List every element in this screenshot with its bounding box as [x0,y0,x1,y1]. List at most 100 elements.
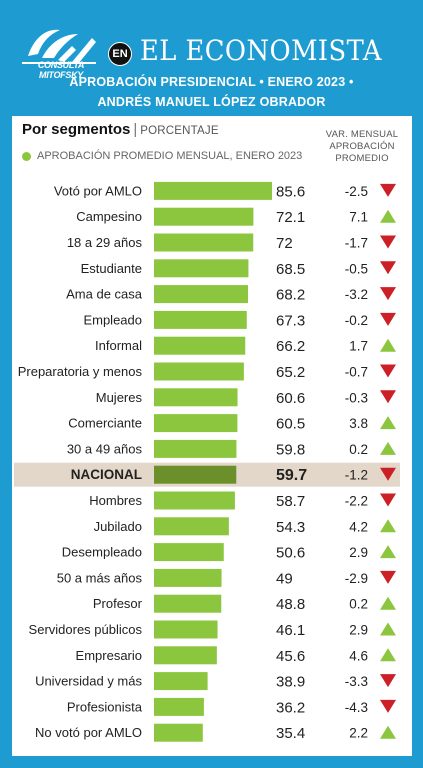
title-separator: | [133,121,138,138]
var-label: -2.5 [345,184,368,199]
category-label: Estudiante [81,261,142,276]
value-label: 54.3 [276,519,305,536]
triangle-up-icon [380,622,396,636]
category-label: Preparatoria y menos [18,364,143,379]
var-header-line-2: APROBACIÓN [329,141,395,152]
bar [154,414,238,433]
bar [154,672,208,691]
category-label: Campesino [76,209,142,224]
bar [154,207,254,226]
value-label: 65.2 [276,364,305,381]
category-label: No votó por AMLO [35,725,142,740]
var-label: -1.7 [345,236,368,251]
value-label: 85.6 [276,183,305,200]
value-label: 67.3 [276,312,305,329]
var-label: -0.2 [345,313,368,328]
var-label: -4.3 [345,700,368,715]
bar [154,285,249,304]
value-label: 58.7 [276,493,305,510]
value-label: 35.4 [276,725,305,742]
triangle-up-icon [380,209,396,223]
triangle-down-icon [380,570,396,584]
category-label: NACIONAL [71,467,142,482]
panel-title: Por segmentos | PORCENTAJE [22,121,219,138]
var-label: -0.3 [345,390,368,405]
bar [154,723,203,742]
category-label: Mujeres [96,390,143,405]
bar [154,594,222,613]
var-label: 4.6 [349,648,368,663]
subtitle-line-1: APROBACIÓN PRESIDENCIAL • ENERO 2023 • [69,75,354,89]
var-label: 2.2 [349,726,368,741]
var-label: 0.2 [349,597,368,612]
var-label: 2.9 [349,623,368,638]
bar [154,620,218,639]
bar [154,568,222,587]
value-label: 68.5 [276,261,305,278]
triangle-down-icon [380,467,396,481]
var-label: -2.2 [345,494,368,509]
var-header: VAR. MENSUAL APROBACIÓN PROMEDIO [322,129,402,165]
category-label: Informal [95,338,142,353]
value-label: 66.2 [276,338,305,355]
var-label: 7.1 [349,210,368,225]
category-label: Hombres [89,493,142,508]
subtitle-line-2: ANDRÉS MANUEL LÓPEZ OBRADOR [97,95,326,109]
bar [154,310,247,329]
category-label: 30 a 49 años [67,441,143,456]
value-label: 36.2 [276,699,305,716]
category-label: Comerciante [68,416,142,431]
triangle-up-icon [380,725,396,739]
var-label: 4.2 [349,519,368,534]
value-label: 59.7 [276,467,307,484]
triangle-up-icon [380,648,396,662]
var-label: -0.7 [345,365,368,380]
value-label: 60.5 [276,416,305,433]
category-label: Profesionista [67,699,143,714]
triangle-down-icon [380,493,396,507]
var-label: 0.2 [349,442,368,457]
en-badge: EN [108,42,132,66]
bar [154,697,204,716]
triangle-up-icon [380,441,396,455]
logo-text: CONSULTA MITOFSKY [37,60,85,80]
triangle-down-icon [380,364,396,378]
triangle-down-icon [380,261,396,275]
panel-title-unit: PORCENTAJE [140,125,219,137]
category-label: Jubilado [94,519,142,534]
bar [154,517,229,536]
header: CONSULTA MITOFSKY EN EL ECONOMISTA APROB… [0,0,423,116]
var-label: -0.5 [345,261,368,276]
triangle-up-icon [380,416,396,430]
var-label: 2.9 [349,545,368,560]
legend-dot-icon [22,151,31,161]
category-label: Profesor [93,596,143,611]
value-label: 60.6 [276,390,305,407]
triangle-up-icon [380,338,396,352]
legend: APROBACIÓN PROMEDIO MENSUAL, ENERO 2023 [22,150,302,162]
bar [154,181,272,200]
triangle-down-icon [380,287,396,301]
bar [154,336,246,355]
value-label: 48.8 [276,596,305,613]
triangle-down-icon [380,699,396,713]
chart-panel: Por segmentos | PORCENTAJE APROBACIÓN PROM… [12,116,412,756]
var-header-line-1: VAR. MENSUAL [325,129,399,140]
value-label: 38.9 [276,674,305,691]
var-label: -1.2 [345,468,368,483]
triangle-up-icon [380,596,396,610]
var-header-line-3: PROMEDIO [335,153,389,164]
brand-title: EL ECONOMISTA [140,34,382,67]
triangle-down-icon [380,390,396,404]
value-label: 72.1 [276,209,305,226]
category-label: Servidores públicos [29,622,143,637]
bar [154,439,237,458]
triangle-up-icon [380,519,396,533]
category-label: Desempleado [62,545,142,560]
category-label: 18 a 29 años [67,235,143,250]
value-label: 68.2 [276,287,305,304]
var-label: -3.2 [345,287,368,302]
category-label: Votó por AMLO [54,183,142,198]
var-label: -3.3 [345,674,368,689]
bar [154,465,237,484]
